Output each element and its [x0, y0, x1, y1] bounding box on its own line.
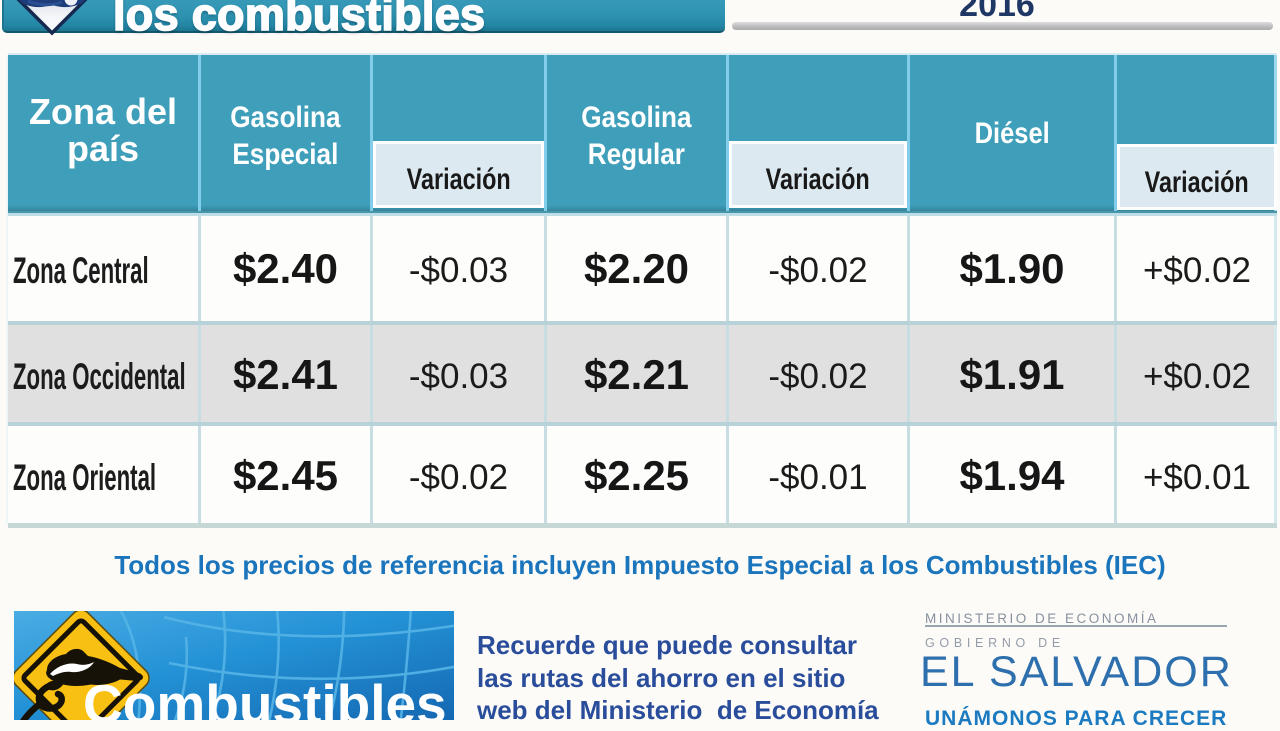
svg-text:Combustibles: Combustibles	[83, 673, 447, 720]
